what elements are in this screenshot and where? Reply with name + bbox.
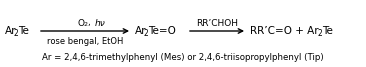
Text: 2: 2 bbox=[14, 28, 19, 38]
Text: O: O bbox=[78, 18, 85, 27]
Text: RR’CHOH: RR’CHOH bbox=[196, 18, 238, 27]
Text: 2: 2 bbox=[318, 28, 323, 38]
Text: 2: 2 bbox=[144, 28, 149, 38]
Text: ,: , bbox=[88, 18, 94, 27]
Text: Te: Te bbox=[18, 26, 29, 36]
Text: Ar = 2,4,6-trimethylphenyl (Mes) or 2,4,6-triisopropylphenyl (Tip): Ar = 2,4,6-trimethylphenyl (Mes) or 2,4,… bbox=[42, 54, 324, 63]
Text: rose bengal, EtOH: rose bengal, EtOH bbox=[47, 37, 123, 45]
Text: hν: hν bbox=[95, 18, 106, 27]
Text: Ar: Ar bbox=[5, 26, 16, 36]
Text: Te: Te bbox=[322, 26, 333, 36]
Text: Te=O: Te=O bbox=[148, 26, 176, 36]
Text: 2: 2 bbox=[84, 22, 88, 27]
Text: RR’C=O + Ar: RR’C=O + Ar bbox=[250, 26, 319, 36]
Text: Ar: Ar bbox=[135, 26, 146, 36]
